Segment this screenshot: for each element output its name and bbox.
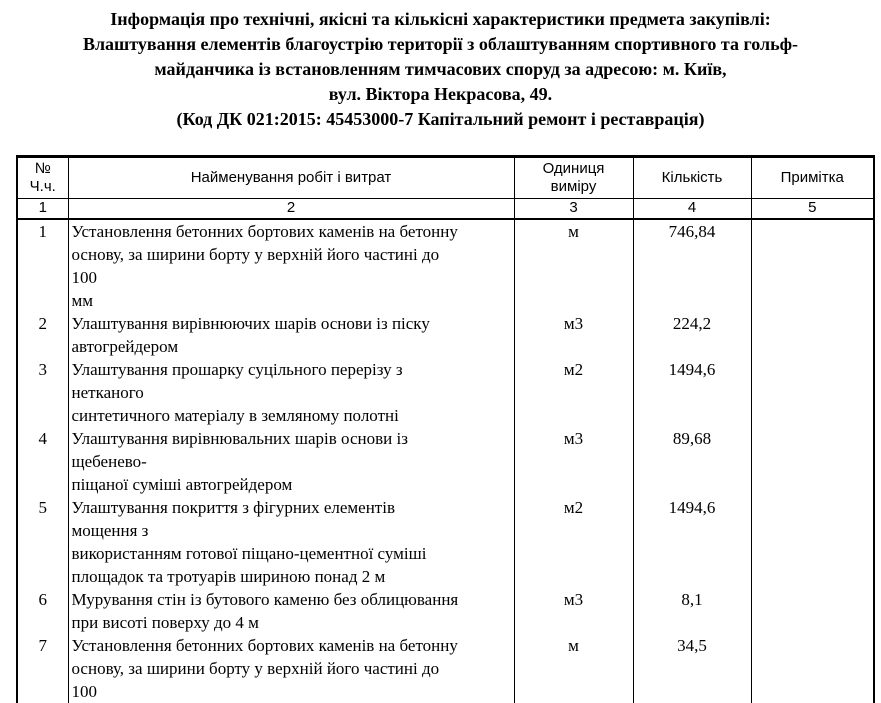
row-number: 5 <box>16 495 69 588</box>
quantity-value: 34,5 <box>632 633 752 703</box>
unit-value: м2 <box>513 357 634 427</box>
column-index: 3 <box>513 198 634 220</box>
quantity-value: 1494,6 <box>632 495 752 588</box>
column-header-unit: Одиниця виміру <box>513 156 634 199</box>
row-number: 6 <box>16 587 69 634</box>
unit-value: м <box>513 633 634 703</box>
table-row: 1 Установлення бетонних бортових каменів… <box>16 218 875 312</box>
document-title: Інформація про технічні, якісні та кільк… <box>0 0 881 132</box>
quantity-value: 746,84 <box>632 218 752 312</box>
table-header-row: № Ч.ч. Найменування робіт і витрат Одини… <box>16 156 875 199</box>
work-name: Улаштування покриття з фігурних елементі… <box>67 495 515 588</box>
row-number: 7 <box>16 633 69 703</box>
column-header-note: Примітка <box>750 156 875 199</box>
row-number: 4 <box>16 426 69 496</box>
note-value <box>750 633 875 703</box>
column-index: 4 <box>632 198 752 220</box>
quantity-value: 8,1 <box>632 587 752 634</box>
work-name: Улаштування вирівнюючих шарів основи із … <box>67 311 515 358</box>
table-row: 2 Улаштування вирівнюючих шарів основи і… <box>16 311 875 358</box>
title-line: (Код ДК 021:2015: 45453000-7 Капітальний… <box>176 109 705 129</box>
title-line: Інформація про технічні, якісні та кільк… <box>110 9 771 29</box>
column-header-quantity: Кількість <box>632 156 752 199</box>
note-value <box>750 357 875 427</box>
unit-value: м3 <box>513 587 634 634</box>
row-number: 1 <box>16 218 69 312</box>
work-name: Мурування стін із бутового каменю без об… <box>67 587 515 634</box>
title-line: вул. Віктора Некрасова, 49. <box>328 84 553 104</box>
note-value <box>750 426 875 496</box>
note-value <box>750 587 875 634</box>
table-row: 4 Улаштування вирівнювальних шарів основ… <box>16 426 875 496</box>
work-name: Улаштування вирівнювальних шарів основи … <box>67 426 515 496</box>
table-row: 7 Установлення бетонних бортових каменів… <box>16 633 875 703</box>
quantity-value: 89,68 <box>632 426 752 496</box>
quantity-value: 224,2 <box>632 311 752 358</box>
unit-value: м3 <box>513 311 634 358</box>
unit-value: м2 <box>513 495 634 588</box>
procurement-table-container: № Ч.ч. Найменування робіт і витрат Одини… <box>16 155 875 703</box>
title-line: майданчика із встановленням тимчасових с… <box>154 59 727 79</box>
table-row: 5 Улаштування покриття з фігурних елемен… <box>16 495 875 588</box>
column-index: 2 <box>67 198 515 220</box>
unit-value: м3 <box>513 426 634 496</box>
quantity-value: 1494,6 <box>632 357 752 427</box>
note-value <box>750 495 875 588</box>
column-index: 1 <box>16 198 69 220</box>
note-value <box>750 218 875 312</box>
procurement-table: № Ч.ч. Найменування робіт і витрат Одини… <box>16 155 875 703</box>
row-number: 2 <box>16 311 69 358</box>
note-value <box>750 311 875 358</box>
table-row: 6 Мурування стін із бутового каменю без … <box>16 587 875 634</box>
column-index-row: 1 2 3 4 5 <box>16 198 875 220</box>
work-name: Улаштування прошарку суцільного перерізу… <box>67 357 515 427</box>
unit-value: м <box>513 218 634 312</box>
column-header-work-name: Найменування робіт і витрат <box>67 156 515 199</box>
row-number: 3 <box>16 357 69 427</box>
work-name: Установлення бетонних бортових каменів н… <box>67 218 515 312</box>
column-header-number: № Ч.ч. <box>16 156 69 199</box>
work-name: Установлення бетонних бортових каменів н… <box>67 633 515 703</box>
table-row: 3 Улаштування прошарку суцільного перері… <box>16 357 875 427</box>
title-line: Влаштування елементів благоустрію терито… <box>82 34 799 54</box>
column-index: 5 <box>750 198 875 220</box>
